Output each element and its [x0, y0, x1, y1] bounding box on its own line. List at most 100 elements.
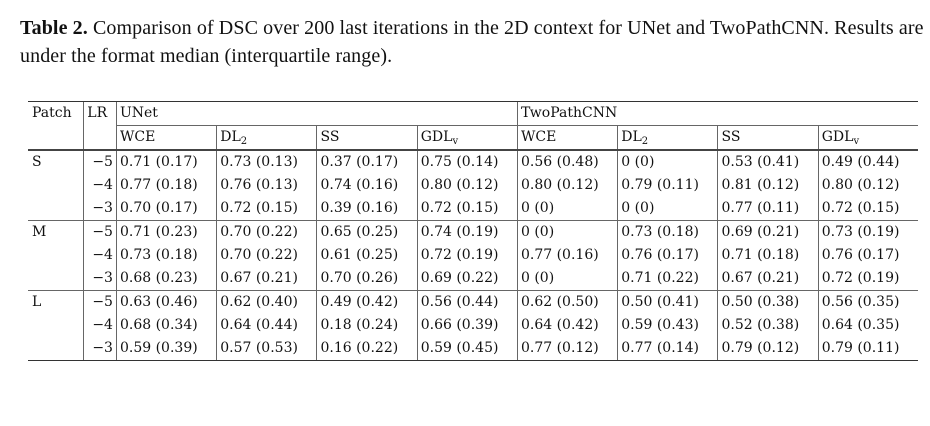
lr-cell: −3 — [83, 197, 117, 221]
value-cell: 0.63 (0.46) — [115, 290, 217, 314]
value-cell: 0.73 (0.18) — [617, 220, 718, 244]
value-cell: 0.77 (0.14) — [617, 337, 718, 361]
value-cell: 0.70 (0.17) — [115, 197, 217, 221]
header-patch-spacer — [28, 125, 84, 151]
value-cell: 0.71 (0.17) — [115, 149, 217, 174]
patch-cell — [28, 314, 84, 337]
lr-cell: −5 — [83, 220, 117, 244]
patch-cell — [28, 197, 84, 221]
patch-cell: L — [28, 290, 84, 314]
value-cell: 0.56 (0.35) — [817, 290, 918, 314]
value-cell: 0.73 (0.18) — [115, 244, 217, 267]
value-cell: 0.39 (0.16) — [316, 197, 418, 221]
lr-cell: −5 — [83, 290, 117, 314]
table-body: S −5 0.71 (0.17) 0.73 (0.13) 0.37 (0.17) 0.75… — [28, 149, 918, 361]
value-cell: 0.59 (0.45) — [416, 337, 518, 361]
value-cell: 0.77 (0.12) — [516, 337, 618, 361]
table-row: −4 0.77 (0.18) 0.76 (0.13) 0.74 (0.16) 0.80 … — [28, 174, 918, 197]
value-cell: 0.72 (0.19) — [817, 267, 918, 291]
value-cell: 0.72 (0.19) — [416, 244, 518, 267]
value-cell: 0 (0) — [617, 197, 718, 221]
value-cell: 0.71 (0.18) — [717, 244, 819, 267]
value-cell: 0.76 (0.17) — [817, 244, 918, 267]
value-cell: 0.67 (0.21) — [717, 267, 819, 291]
lr-cell: −5 — [83, 149, 117, 174]
metric-header: WCE — [516, 125, 618, 151]
value-cell: 0.70 (0.22) — [216, 244, 317, 267]
metric-header: SS — [717, 125, 819, 151]
patch-cell — [28, 244, 84, 267]
value-cell: 0.80 (0.12) — [416, 174, 518, 197]
value-cell: 0.77 (0.11) — [717, 197, 819, 221]
table-row: −3 0.70 (0.17) 0.72 (0.15) 0.39 (0.16) 0.72 … — [28, 197, 918, 221]
value-cell: 0.52 (0.38) — [717, 314, 819, 337]
value-cell: 0.74 (0.16) — [316, 174, 418, 197]
patch-cell: M — [28, 220, 84, 244]
value-cell: 0 (0) — [516, 220, 618, 244]
value-cell: 0.64 (0.35) — [817, 314, 918, 337]
value-cell: 0.79 (0.12) — [717, 337, 819, 361]
header-row-groups: Patch LR UNet TwoPathCNN — [28, 101, 918, 126]
lr-cell: −3 — [83, 267, 117, 291]
metric-header: SS — [316, 125, 418, 151]
table-row: M −5 0.71 (0.23) 0.70 (0.22) 0.65 (0.25) 0.74… — [28, 220, 918, 244]
value-cell: 0.79 (0.11) — [817, 337, 918, 361]
metric-header: DL2 — [216, 125, 317, 151]
value-cell: 0.59 (0.39) — [115, 337, 217, 361]
value-cell: 0.66 (0.39) — [416, 314, 518, 337]
value-cell: 0.73 (0.13) — [216, 149, 317, 174]
value-cell: 0.69 (0.22) — [416, 267, 518, 291]
value-cell: 0.49 (0.42) — [316, 290, 418, 314]
patch-cell — [28, 267, 84, 291]
value-cell: 0.74 (0.19) — [416, 220, 518, 244]
value-cell: 0.37 (0.17) — [316, 149, 418, 174]
value-cell: 0.49 (0.44) — [817, 149, 918, 174]
header-row-metrics: WCE DL2 SS GDLv WCE DL2 SS GDLv — [28, 125, 918, 151]
metric-header: DL2 — [617, 125, 718, 151]
value-cell: 0.56 (0.44) — [416, 290, 518, 314]
value-cell: 0.50 (0.38) — [717, 290, 819, 314]
value-cell: 0.67 (0.21) — [216, 267, 317, 291]
caption-label: Table 2. — [20, 17, 88, 39]
table-row: S −5 0.71 (0.17) 0.73 (0.13) 0.37 (0.17) 0.75… — [28, 149, 918, 174]
value-cell: 0.80 (0.12) — [817, 174, 918, 197]
value-cell: 0.56 (0.48) — [516, 149, 618, 174]
value-cell: 0.80 (0.12) — [516, 174, 618, 197]
header-patch: Patch — [28, 101, 84, 126]
table-caption: Table 2. Comparison of DSC over 200 last… — [20, 14, 925, 70]
value-cell: 0.72 (0.15) — [416, 197, 518, 221]
lr-cell: −3 — [83, 337, 117, 361]
value-cell: 0.16 (0.22) — [316, 337, 418, 361]
results-table: Patch LR UNet TwoPathCNN WCE DL2 SS GDLv… — [28, 101, 918, 361]
header-group-unet: UNet — [115, 101, 518, 126]
value-cell: 0.75 (0.14) — [416, 149, 518, 174]
value-cell: 0.79 (0.11) — [617, 174, 718, 197]
value-cell: 0 (0) — [617, 149, 718, 174]
value-cell: 0.72 (0.15) — [216, 197, 317, 221]
value-cell: 0.77 (0.16) — [516, 244, 618, 267]
value-cell: 0.61 (0.25) — [316, 244, 418, 267]
value-cell: 0.77 (0.18) — [115, 174, 217, 197]
value-cell: 0.68 (0.34) — [115, 314, 217, 337]
value-cell: 0.50 (0.41) — [617, 290, 718, 314]
value-cell: 0.76 (0.13) — [216, 174, 317, 197]
value-cell: 0.65 (0.25) — [316, 220, 418, 244]
value-cell: 0.73 (0.19) — [817, 220, 918, 244]
value-cell: 0.72 (0.15) — [817, 197, 918, 221]
header-lr-spacer — [83, 125, 117, 151]
caption-text: Comparison of DSC over 200 last iteratio… — [20, 17, 924, 67]
metric-header: WCE — [115, 125, 217, 151]
value-cell: 0.76 (0.17) — [617, 244, 718, 267]
table-row: −3 0.68 (0.23) 0.67 (0.21) 0.70 (0.26) 0.69 … — [28, 267, 918, 291]
value-cell: 0.64 (0.44) — [216, 314, 317, 337]
lr-cell: −4 — [83, 314, 117, 337]
value-cell: 0 (0) — [516, 197, 618, 221]
value-cell: 0.69 (0.21) — [717, 220, 819, 244]
value-cell: 0.62 (0.50) — [516, 290, 618, 314]
patch-cell: S — [28, 149, 84, 174]
patch-cell — [28, 337, 84, 361]
table-row: −4 0.73 (0.18) 0.70 (0.22) 0.61 (0.25) 0.72 … — [28, 244, 918, 267]
value-cell: 0.62 (0.40) — [216, 290, 317, 314]
table-row: −4 0.68 (0.34) 0.64 (0.44) 0.18 (0.24) 0.66 … — [28, 314, 918, 337]
value-cell: 0.68 (0.23) — [115, 267, 217, 291]
